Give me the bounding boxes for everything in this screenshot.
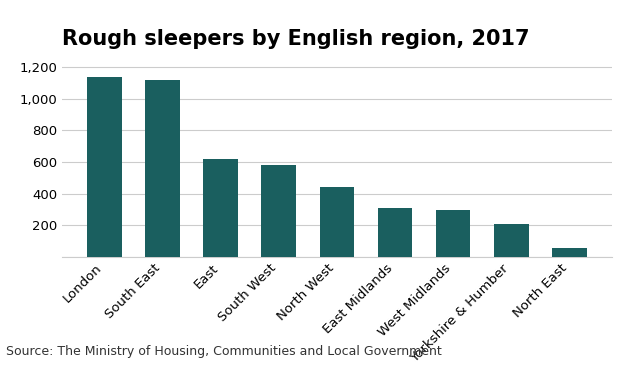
Bar [378, 208, 412, 257]
Text: BBC: BBC [561, 344, 599, 359]
Bar [203, 159, 238, 257]
Text: Source: The Ministry of Housing, Communities and Local Government: Source: The Ministry of Housing, Communi… [6, 345, 442, 358]
Bar [261, 165, 296, 257]
Bar [145, 80, 180, 257]
Text: Rough sleepers by English region, 2017: Rough sleepers by English region, 2017 [62, 29, 530, 49]
Bar [87, 77, 122, 257]
Bar [319, 187, 354, 257]
Bar [436, 210, 470, 257]
Bar [494, 224, 529, 257]
Bar [552, 248, 587, 257]
